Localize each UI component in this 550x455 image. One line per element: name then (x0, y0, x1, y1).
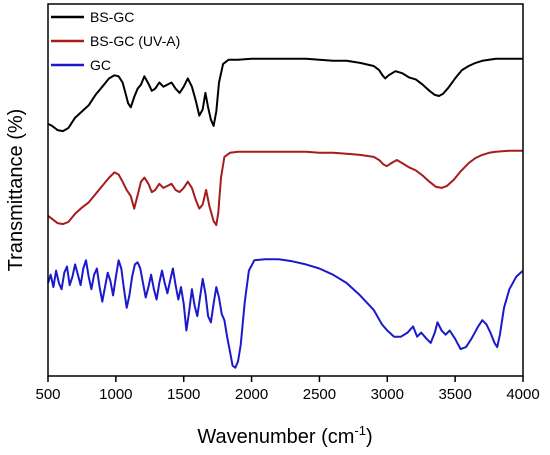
x-tick-label: 1000 (99, 386, 132, 403)
legend-label-2: BS-GC (UV-A) (90, 33, 180, 49)
series-line-3 (47, 258, 524, 369)
x-tick-label: 2000 (235, 386, 268, 403)
x-tick-label: 500 (35, 386, 60, 403)
x-tick-label: 4000 (506, 386, 539, 403)
x-tick-label: 1500 (167, 386, 200, 403)
x-tick-label: 3500 (438, 386, 471, 403)
x-axis: 500 1000 1500 2000 2500 3000 3500 4000 (35, 376, 540, 403)
legend: BS-GC BS-GC (UV-A) GC (51, 9, 180, 73)
series-layer (47, 57, 524, 369)
series-line-1 (47, 57, 523, 133)
legend-label-3: GC (90, 57, 111, 73)
x-tick-label: 2500 (303, 386, 336, 403)
y-axis-label: Transmittance (%) (5, 109, 27, 272)
plot-frame (47, 3, 524, 377)
series-line-2 (47, 149, 523, 227)
legend-label-1: BS-GC (90, 9, 134, 25)
x-tick-label: 3000 (371, 386, 404, 403)
x-axis-label: Wavenumber (cm-1) (197, 423, 372, 448)
